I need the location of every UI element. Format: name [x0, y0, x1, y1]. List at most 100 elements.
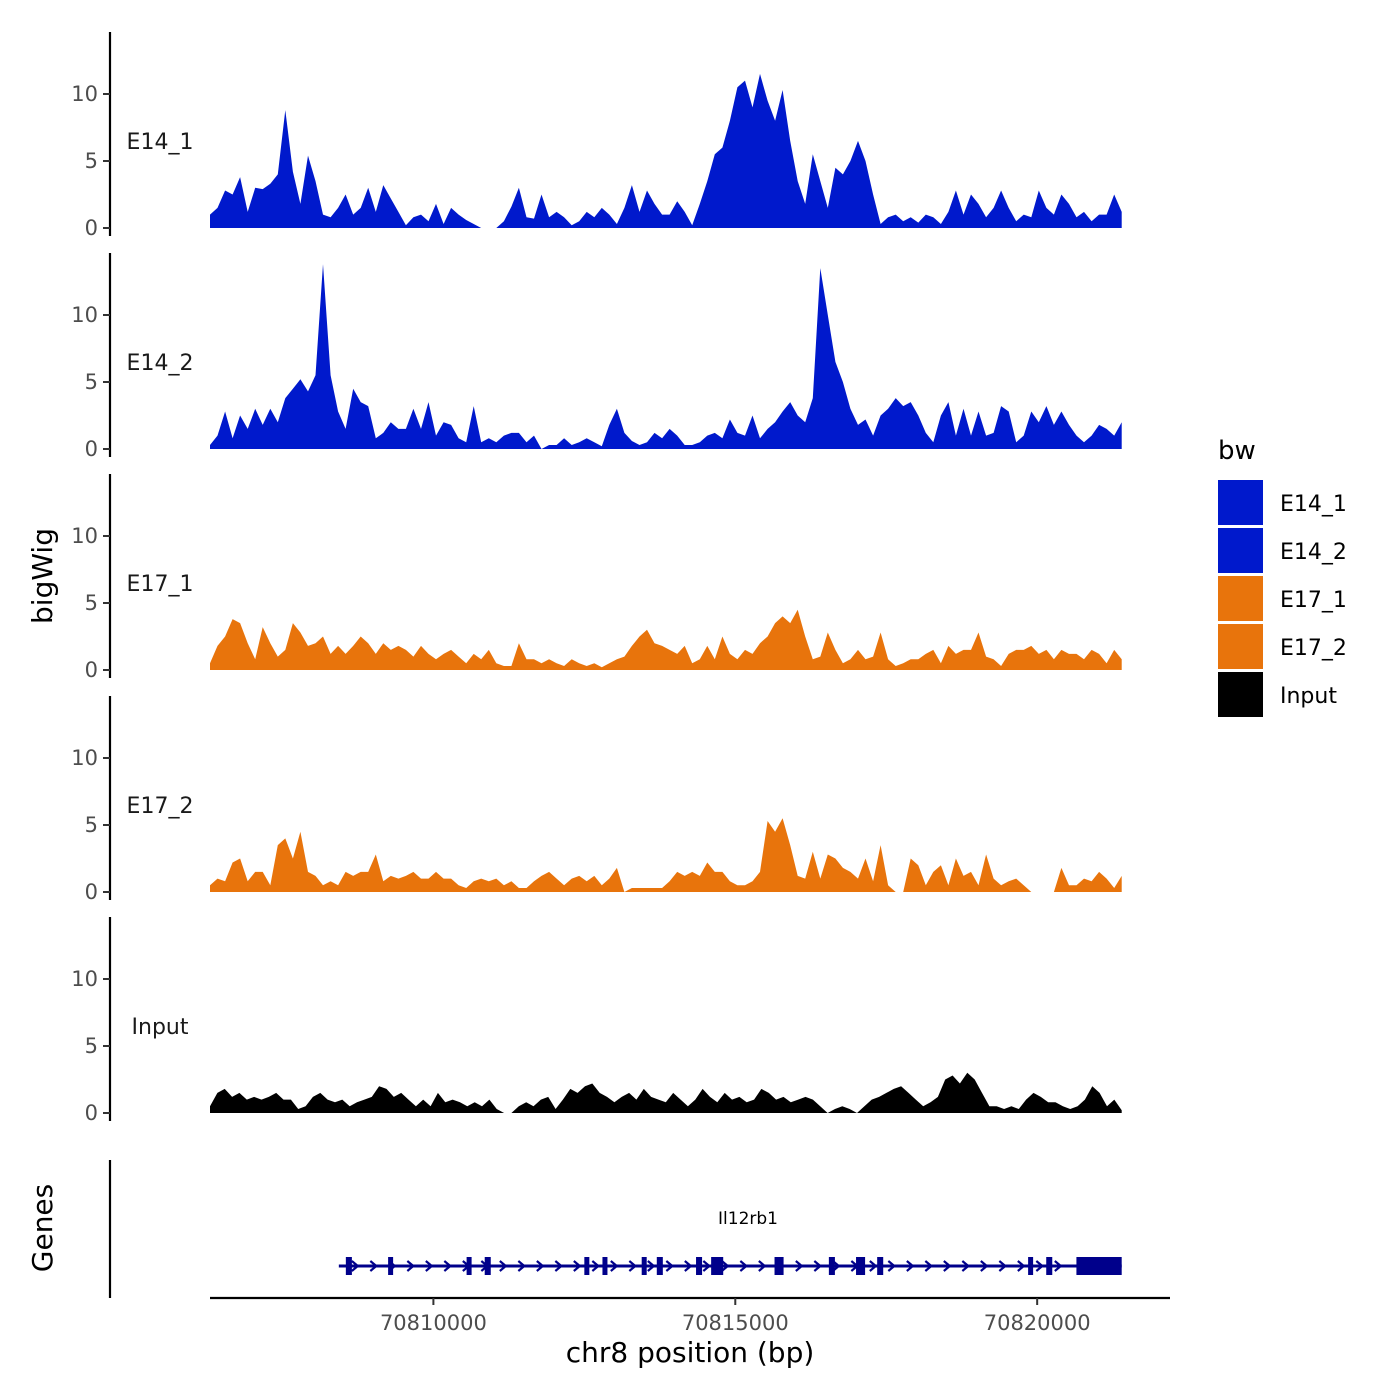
strand-arrow: [1017, 1260, 1026, 1272]
strand-arrow: [869, 1260, 878, 1272]
exon: [1076, 1257, 1122, 1275]
strand-arrow: [591, 1260, 601, 1272]
strand-arrow: [924, 1260, 934, 1272]
gene-label: Il12rb1: [718, 1209, 778, 1229]
exon: [388, 1257, 394, 1275]
x-tick-label: 70810000: [380, 1311, 487, 1335]
legend-swatch-E14_1: [1218, 480, 1263, 525]
exon: [1028, 1257, 1034, 1275]
strand-arrow: [665, 1260, 675, 1272]
y-axis-title: bigWig: [26, 528, 59, 624]
strand-arrow: [443, 1260, 453, 1272]
legend-swatch-E17_2: [1218, 624, 1263, 669]
exon: [1046, 1257, 1053, 1275]
strand-arrow: [795, 1260, 804, 1272]
strand-arrow: [887, 1260, 897, 1272]
strand-arrow: [739, 1260, 749, 1272]
exon: [641, 1257, 647, 1275]
bigwig-tracks: 0 5 10 E14_1 0 5 10 E14_2 0 5 10 E17_1 0 5 10 E17_2 0 5 10…: [71, 32, 1122, 1125]
strand-arrow: [906, 1260, 915, 1272]
strand-arrow: [610, 1260, 619, 1272]
signal-area-E17_2: [210, 818, 1122, 892]
strand-arrow: [1054, 1260, 1063, 1272]
track-Input: 0 5 10 Input: [71, 917, 1122, 1125]
y-tick-label: 0: [85, 1101, 98, 1125]
track-label: E14_1: [127, 130, 194, 155]
y-tick-label: 10: [71, 82, 98, 106]
genes-axis-title: Genes: [26, 1184, 59, 1272]
legend: bw E14_1 E14_2 E17_1 E17_2 Input: [1218, 436, 1347, 717]
strand-arrow: [702, 1260, 712, 1272]
signal-area-Input: [210, 1072, 1122, 1113]
legend-label-E14_1: E14_1: [1280, 492, 1347, 517]
x-axis: 70810000 70815000 70820000: [210, 1296, 1170, 1335]
track-label: E17_1: [127, 572, 194, 597]
track-label: Input: [132, 1015, 189, 1040]
exon: [696, 1257, 703, 1275]
x-tick-label: 70815000: [682, 1311, 789, 1335]
strand-arrow: [369, 1260, 379, 1272]
exon: [466, 1257, 472, 1275]
exon: [345, 1257, 352, 1275]
y-tick-label: 10: [71, 524, 98, 548]
strand-arrow: [758, 1260, 767, 1272]
legend-label-E17_1: E17_1: [1280, 588, 1347, 613]
strand-arrow: [406, 1260, 416, 1272]
legend-swatch-Input: [1218, 672, 1263, 717]
y-tick-label: 5: [85, 370, 98, 394]
legend-swatch-E17_1: [1218, 576, 1263, 621]
legend-label-Input: Input: [1280, 684, 1337, 709]
strand-arrow: [573, 1260, 582, 1272]
strand-arrow: [721, 1260, 730, 1272]
y-tick-label: 0: [85, 880, 98, 904]
track-label: E14_2: [127, 351, 194, 376]
strand-arrow: [943, 1260, 952, 1272]
track-label: E17_2: [127, 794, 194, 819]
track-E14_1: 0 5 10 E14_1: [71, 32, 1122, 240]
y-tick-label: 10: [71, 967, 98, 991]
strand-arrow: [980, 1260, 989, 1272]
x-tick-label: 70820000: [984, 1311, 1091, 1335]
legend-title: bw: [1218, 436, 1256, 466]
legend-label-E14_2: E14_2: [1280, 540, 1347, 565]
strand-arrow: [517, 1260, 527, 1272]
exon: [774, 1257, 784, 1275]
legend-swatch-E14_2: [1218, 528, 1263, 573]
exon: [656, 1257, 663, 1275]
exon: [856, 1257, 866, 1275]
strand-arrow: [628, 1260, 638, 1272]
signal-area-E17_1: [210, 609, 1122, 670]
strand-arrow: [1035, 1260, 1045, 1272]
y-tick-label: 0: [85, 658, 98, 682]
y-tick-label: 0: [85, 216, 98, 240]
genes-track: Il12rb1: [108, 1160, 1122, 1298]
signal-area-E14_1: [210, 73, 1122, 229]
strand-arrow: [647, 1260, 656, 1272]
y-tick-label: 5: [85, 591, 98, 615]
strand-arrow: [351, 1260, 360, 1272]
y-tick-label: 5: [85, 149, 98, 173]
strand-arrow: [684, 1260, 693, 1272]
signal-area-E14_2: [210, 264, 1122, 449]
exon: [484, 1257, 491, 1275]
track-E17_1: 0 5 10 E17_1: [71, 474, 1122, 682]
strand-arrow: [499, 1260, 508, 1272]
exon: [602, 1257, 608, 1275]
strand-arrow: [425, 1260, 434, 1272]
exon: [711, 1257, 724, 1275]
exon: [584, 1257, 590, 1275]
y-tick-label: 5: [85, 813, 98, 837]
strand-arrow: [998, 1260, 1008, 1272]
track-E17_2: 0 5 10 E17_2: [71, 696, 1122, 904]
y-tick-label: 10: [71, 303, 98, 327]
y-tick-label: 5: [85, 1034, 98, 1058]
strand-arrow: [536, 1260, 545, 1272]
y-tick-label: 0: [85, 437, 98, 461]
gene-model-il12rb1: [338, 1257, 1122, 1275]
strand-arrow: [961, 1260, 971, 1272]
exon: [828, 1257, 835, 1275]
strand-arrow: [813, 1260, 823, 1272]
track-E14_2: 0 5 10 E14_2: [71, 253, 1122, 461]
legend-label-E17_2: E17_2: [1280, 636, 1347, 661]
